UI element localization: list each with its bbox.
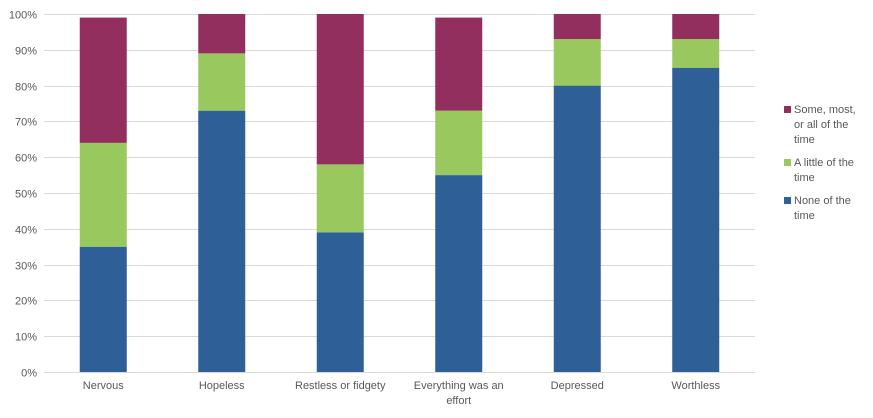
bar-segment [198,53,246,111]
bar-segment [435,17,483,111]
bar-segment [672,14,720,40]
y-tick-label: 0% [21,368,37,380]
y-tick-label: 80% [15,82,37,94]
y-tick-label: 50% [15,189,37,201]
bar-segment [672,67,720,372]
y-tick-label: 40% [15,225,37,237]
bar-segment [553,14,601,40]
bar-segment [316,164,364,233]
x-tick-label: Restless or fidgety [295,380,386,392]
y-tick-label: 10% [15,332,37,344]
bar-segment [316,14,364,165]
y-tick-label: 60% [15,153,37,165]
bar-segment [672,39,720,68]
bar-segment [553,85,601,372]
bar-segment [79,142,127,247]
legend-swatch [784,197,791,204]
y-tick-label: 90% [15,46,37,58]
legend-label: A little of the time [794,157,854,184]
bar-segment [316,232,364,372]
bar-segment [79,246,127,372]
y-tick-label: 30% [15,261,37,273]
bar-segment [553,39,601,86]
y-tick-label: 20% [15,296,37,308]
bar-segment [435,110,483,176]
x-tick-label: Everything was an effort [414,380,504,407]
y-tick-label: 70% [15,117,37,129]
x-tick-label: Hopeless [199,380,245,392]
bar-segment [435,175,483,372]
gridlines [44,14,755,373]
legend-label: None of the time [794,195,851,222]
bar-segment [198,110,246,372]
x-tick-label: Worthless [671,380,720,392]
y-axis: 0% 10% 20% 30% 40% 50% 60% 70% 80% 90% 100% [9,10,37,380]
bar-segment [198,14,246,54]
x-axis: Nervous Hopeless Restless or fidgety Everyt… [44,372,755,407]
bar-segment [79,17,127,143]
y-tick-label: 100% [9,10,37,22]
legend-label: Some, most, or all of the time [794,104,856,146]
legend: Some, most, or all of the time A little of … [784,104,856,222]
legend-swatch [784,159,791,166]
x-tick-label: Depressed [551,380,604,392]
bars [79,14,720,372]
legend-swatch [784,106,791,113]
x-tick-label: Nervous [83,380,124,392]
